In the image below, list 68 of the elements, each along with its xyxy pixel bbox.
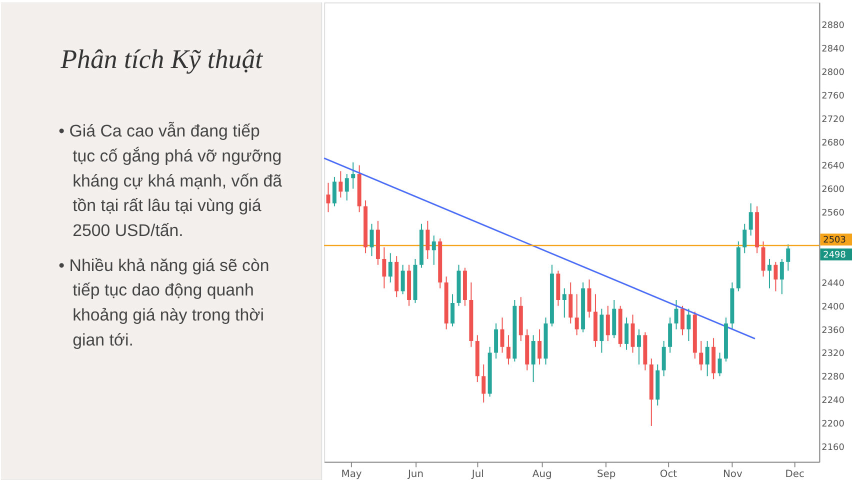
y-tick-label: 2640: [822, 162, 845, 172]
candlestick: [780, 258, 784, 295]
candlestick: [494, 322, 498, 360]
candlestick: [382, 246, 386, 289]
candlestick: [606, 305, 610, 342]
y-tick-label: 2240: [822, 396, 845, 406]
candlestick: [332, 176, 336, 207]
ref-line-label: 2503: [823, 236, 846, 246]
y-tick-label: 2880: [822, 21, 845, 32]
candlestick: [370, 223, 374, 257]
candlestick: [326, 182, 330, 213]
candlestick: [718, 352, 722, 377]
candlestick: [761, 240, 766, 278]
candlestick: [531, 334, 536, 383]
candlestick: [742, 223, 747, 254]
candlestick: [662, 340, 666, 377]
candlestick: [432, 235, 436, 266]
text: • Giá Ca cao vẫn đang tiếp tục cố gắng phá vỡ ngưỡng kháng cự khá mạnh, vốn đã tồn tại rất lâu tại vùng giá 2500 USD/tấn.: [58, 122, 283, 240]
y-tick-label: 2200: [822, 420, 845, 430]
x-tick-label: Aug: [532, 469, 552, 480]
candlestick: [450, 294, 455, 327]
candlestick: [699, 340, 704, 371]
x-tick-label: Sep: [596, 469, 616, 480]
candlestick: [482, 364, 486, 404]
y-tick-label: 2720: [822, 114, 845, 125]
x-tick-label: Nov: [722, 469, 742, 480]
candlestick: [344, 174, 349, 201]
candlestick: [562, 288, 566, 318]
candlestick: [705, 340, 710, 377]
y-tick-label: 2440: [822, 278, 845, 289]
text: Phân tích Kỹ thuật: [60, 44, 264, 74]
candlestick: [400, 264, 405, 295]
candlestick: [748, 202, 753, 236]
y-tick-label: 2400: [822, 302, 845, 312]
candlestick: [388, 252, 392, 283]
y-tick-label: 2840: [822, 44, 845, 55]
y-tick-label: 2600: [822, 185, 845, 196]
candlestick: [351, 162, 356, 190]
y-tick-label: 2680: [822, 138, 845, 148]
y-tick-label: 2800: [822, 68, 845, 78]
candlestick: [686, 308, 691, 342]
candlestick: [426, 220, 430, 260]
y-tick-label: 2160: [822, 442, 845, 453]
candlestick: [786, 244, 790, 272]
x-tick-label: Jun: [406, 469, 424, 480]
candlestick: [636, 328, 641, 365]
x-tick-label: Jul: [470, 469, 484, 480]
x-tick-label: Dec: [785, 469, 804, 480]
candlestick: [506, 334, 510, 365]
candlestick: [767, 258, 772, 289]
y-tick-label: 2560: [822, 208, 845, 219]
y-tick-label: 2280: [822, 372, 845, 383]
candlestick: [680, 305, 684, 336]
candlestick: [624, 317, 629, 350]
text: 2498: [823, 250, 846, 260]
x-tick-label: Oct: [660, 469, 678, 480]
candlestick: [674, 300, 678, 330]
candlestick: [538, 328, 542, 365]
candlestick: [668, 317, 672, 354]
y-tick-label: 2360: [822, 326, 845, 336]
x-tick-label: May: [341, 469, 362, 480]
text: • Nhiều khả năng giá sẽ còn tiếp tục dao động quanh khoảng giá này trong thời gian tới.: [58, 256, 270, 350]
candlestick: [774, 261, 778, 292]
candlestick: [568, 282, 573, 324]
candlestick: [574, 294, 579, 336]
y-tick-label: 2320: [822, 349, 845, 360]
y-tick-label: 2760: [822, 91, 845, 102]
candlestick: [338, 170, 343, 198]
